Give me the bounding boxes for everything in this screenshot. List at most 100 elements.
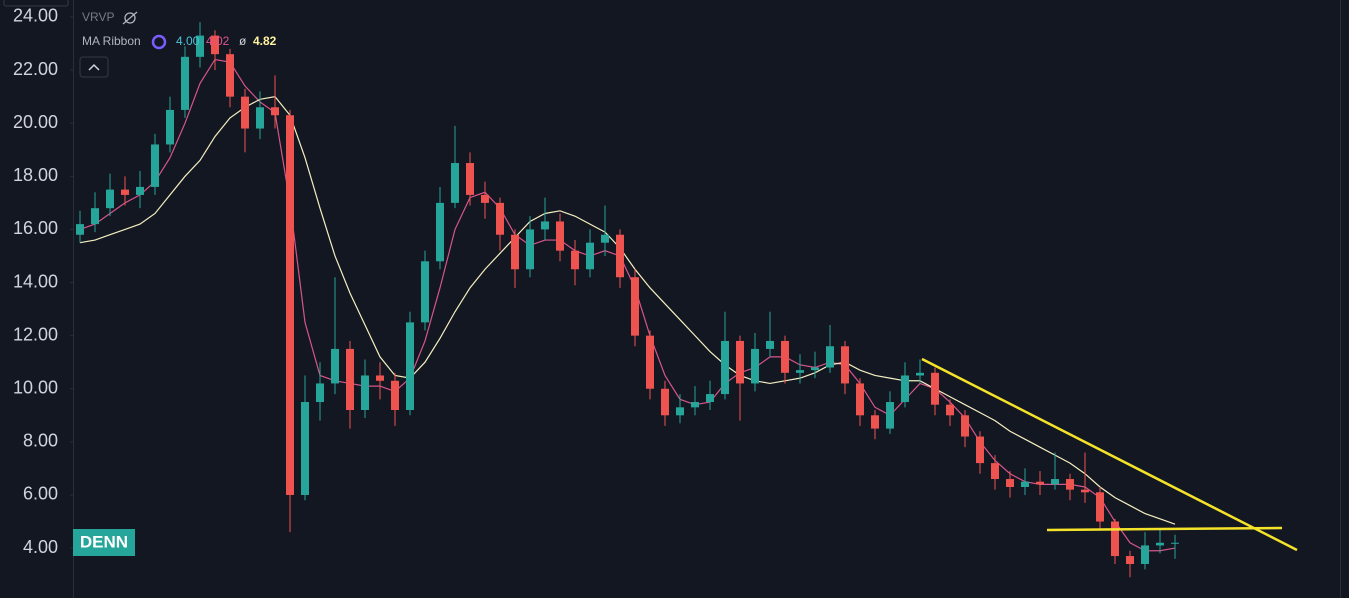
candle-body (316, 383, 324, 403)
legend-value: 4.82 (253, 34, 277, 48)
candle-body (646, 335, 654, 389)
candle-body (496, 202, 504, 235)
candle-body (91, 208, 99, 225)
candle-body (1141, 545, 1149, 565)
y-tick-label: 12.00 (13, 324, 58, 344)
candle-body (886, 402, 894, 429)
candle-body (691, 402, 699, 408)
candle-body (736, 340, 744, 384)
candle-body (196, 35, 204, 57)
candle-body (811, 367, 819, 371)
candle-body (286, 115, 294, 495)
candle-body (166, 109, 174, 145)
legend-value: 4.00 (176, 34, 200, 48)
candle-body (1036, 481, 1044, 485)
collapse-button[interactable] (79, 56, 109, 78)
candle-body (181, 56, 189, 110)
trendline[interactable] (1046, 526, 1283, 532)
candle-body (106, 189, 114, 209)
ticker-badge (73, 529, 135, 556)
candle-body (1126, 556, 1134, 565)
candle-body (661, 388, 669, 416)
y-tick-label: 4.00 (23, 537, 58, 557)
candle-body (1066, 479, 1074, 490)
moving-average (79, 58, 1176, 552)
candle-body (1096, 492, 1104, 522)
candle-body (271, 107, 279, 116)
candle-body (766, 340, 774, 349)
moving-average (79, 96, 1176, 525)
candle-body (406, 322, 414, 410)
legend-indicator[interactable]: MA Ribbon (82, 34, 141, 48)
candle-body (631, 277, 639, 336)
candle-body (121, 189, 129, 195)
candle-body (136, 186, 144, 195)
candle-body (436, 202, 444, 262)
candle-body (541, 221, 549, 230)
candle-body (856, 383, 864, 416)
y-tick-label: 14.00 (13, 271, 58, 291)
candle-body (991, 463, 999, 480)
candle-body (451, 163, 459, 203)
candle-body (211, 35, 219, 55)
candle-body (1111, 521, 1119, 557)
candle-body (331, 348, 339, 384)
y-tick-label: 10.00 (13, 378, 58, 398)
candle-body (361, 375, 369, 410)
candle-body (511, 234, 519, 270)
candle-body (1021, 481, 1029, 488)
y-tick-label: 20.00 (13, 112, 58, 132)
indicator-icon (151, 34, 167, 50)
legend-symbol: ø (239, 34, 247, 48)
candle-body (1051, 479, 1059, 485)
candle-body (916, 372, 924, 376)
candle-body (871, 415, 879, 429)
candle-body (931, 372, 939, 405)
y-tick-label: 22.00 (13, 59, 58, 79)
candle-body (391, 380, 399, 410)
trendline[interactable] (921, 357, 1298, 552)
candle-body (601, 234, 609, 243)
hide-icon[interactable] (122, 11, 138, 25)
candle-body (76, 224, 84, 235)
candle-body (1006, 479, 1014, 488)
candle-body (241, 96, 249, 129)
candle-body (586, 242, 594, 270)
candle-body (1171, 542, 1179, 544)
legend-vrvp[interactable]: VRVP (82, 10, 114, 24)
candle-body (376, 375, 384, 381)
candle-body (781, 340, 789, 373)
candle-body (481, 194, 489, 203)
candle-body (1156, 542, 1164, 546)
candle-body (1081, 489, 1089, 493)
candle-body (946, 404, 954, 416)
candle-body (976, 436, 984, 464)
ticker-label: DENN (80, 532, 128, 551)
candle-body (301, 402, 309, 495)
candle-body (256, 107, 264, 129)
candle-body (226, 54, 234, 97)
candle-body (556, 221, 564, 251)
y-tick-label: 16.00 (13, 218, 58, 238)
candle-body (616, 234, 624, 278)
y-tick-label: 6.00 (23, 484, 58, 504)
candle-body (151, 144, 159, 187)
y-tick-label: 8.00 (23, 431, 58, 451)
candle-body (826, 346, 834, 368)
candle-body (676, 407, 684, 416)
candle-body (751, 348, 759, 384)
candle-body (901, 375, 909, 403)
price-box (3, 0, 69, 7)
candle-body (526, 229, 534, 270)
y-tick-label: 18.00 (13, 165, 58, 185)
candle-body (571, 250, 579, 270)
candle-body (796, 370, 804, 373)
candle-body (961, 415, 969, 437)
candle-body (721, 340, 729, 395)
candle-body (346, 348, 354, 410)
legend-value: 4.02 (206, 34, 230, 48)
y-tick-label: 24.00 (13, 6, 58, 26)
candle-body (466, 163, 474, 195)
